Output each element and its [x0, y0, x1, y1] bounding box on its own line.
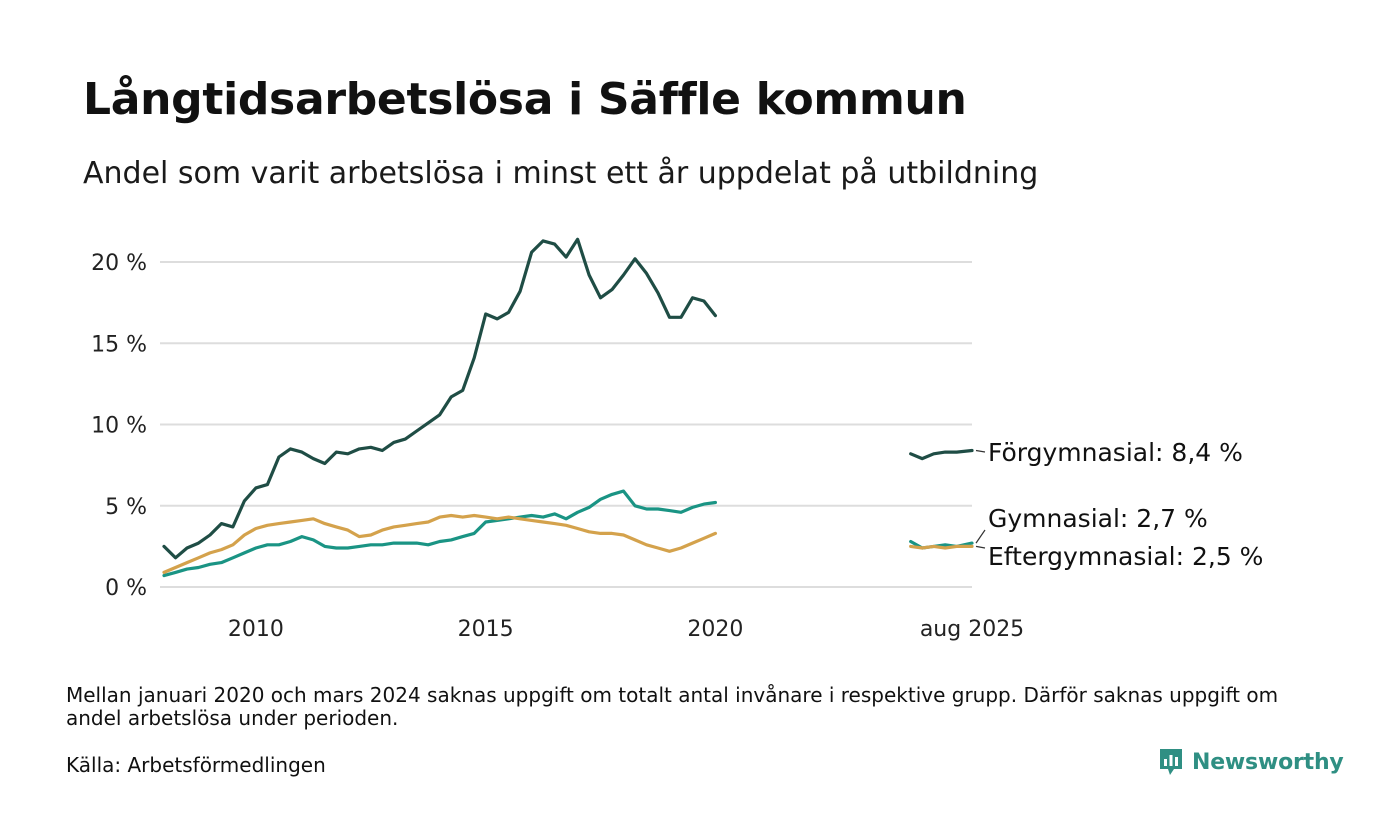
- x-tick-label-3: aug 2025: [920, 617, 1024, 642]
- x-axis-labels: 2010 2015 2020 aug 2025: [228, 617, 1024, 642]
- y-tick-label-1: 5 %: [105, 495, 147, 520]
- footnote: Mellan januari 2020 och mars 2024 saknas…: [66, 683, 1279, 730]
- end-label-connector-1: [975, 529, 986, 544]
- line-chart: 0 %5 %10 %15 %20 % 2010 2015 2020 aug 2025 …: [91, 237, 1263, 642]
- series-line-förgymnasial-1: [909, 448, 974, 461]
- y-tick-label-3: 15 %: [91, 332, 147, 357]
- chart-subtitle: Andel som varit arbetslösa i minst ett å…: [83, 156, 1039, 191]
- x-tick-label-2: 2020: [687, 617, 743, 642]
- end-label-connector-0: [975, 449, 986, 453]
- y-axis-labels: 0 % 5 % 10 % 15 % 20 %: [91, 251, 147, 601]
- end-label-eftergymnasial: Eftergymnasial: 2,5 %: [988, 542, 1263, 571]
- series-line-eftergymnasial-0: [162, 513, 718, 575]
- newsworthy-chart-icon: [1160, 749, 1182, 775]
- x-tick-label-0: 2010: [228, 617, 284, 642]
- brand-name: Newsworthy: [1192, 749, 1344, 775]
- series-line-gymnasial-0: [162, 489, 718, 578]
- y-tick-label-4: 20 %: [91, 251, 147, 276]
- end-label-gymnasial: Gymnasial: 2,7 %: [988, 504, 1208, 533]
- source-text: Källa: Arbetsförmedlingen: [66, 753, 326, 777]
- x-tick-label-1: 2015: [458, 617, 514, 642]
- series-line-förgymnasial-0: [162, 237, 718, 560]
- end-labels: Förgymnasial: 8,4 % Gymnasial: 2,7 % Efter…: [975, 438, 1263, 571]
- grid-lines: [160, 261, 972, 588]
- end-label-connector-2: [975, 545, 986, 549]
- chart-title: Långtidsarbetslösa i Säffle kommun: [83, 74, 967, 125]
- y-tick-label-2: 10 %: [91, 414, 147, 439]
- end-label-förgymnasial: Förgymnasial: 8,4 %: [988, 438, 1243, 467]
- brand-logo: Newsworthy: [1158, 747, 1344, 777]
- y-tick-label-0: 0 %: [105, 576, 147, 601]
- series-lines: [162, 237, 974, 578]
- series-line-eftergymnasial-1: [909, 544, 974, 550]
